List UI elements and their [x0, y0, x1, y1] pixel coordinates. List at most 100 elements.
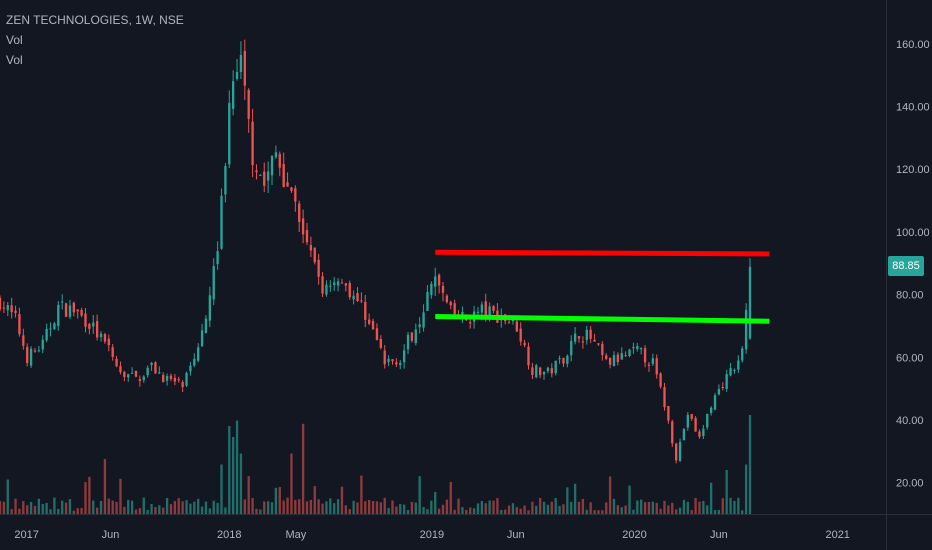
volume-label-2[interactable]: Vol [6, 53, 23, 67]
candle-body [239, 54, 243, 72]
candle-body [263, 171, 266, 186]
candle-body [173, 377, 177, 382]
candle-body [694, 417, 697, 432]
volume-bar [636, 500, 639, 514]
volume-bar [111, 500, 114, 514]
volume-bar [632, 509, 635, 514]
candle-body [37, 350, 41, 352]
candle-body [169, 375, 173, 379]
price-tick-label: 100.00 [896, 227, 930, 239]
volume-bar [224, 507, 227, 514]
volume-bar [216, 502, 219, 514]
volume-bar [336, 499, 340, 514]
volume-bar [713, 510, 717, 514]
candle-body [612, 355, 616, 367]
volume-bar [352, 500, 355, 514]
candle-body [162, 374, 165, 382]
volume-bar [651, 501, 655, 514]
candle-body [313, 247, 316, 263]
volume-bar [247, 476, 250, 514]
volume-bar [49, 509, 52, 514]
time-tick-label: 2019 [420, 529, 444, 541]
price-tick-label: 140.00 [896, 102, 930, 114]
candle-body [364, 301, 367, 320]
candle-body [480, 304, 484, 313]
candle-body [686, 414, 689, 428]
candle-body [449, 301, 452, 306]
volume-bar [37, 498, 41, 514]
volume-bar [698, 501, 701, 514]
time-tick-label: 2018 [217, 529, 241, 541]
candle-body [282, 163, 285, 187]
candle-body [224, 166, 227, 195]
volume-bar [282, 500, 285, 514]
candle-body [441, 286, 445, 293]
volume-bar [496, 498, 499, 514]
candle-body [581, 341, 585, 343]
candle-body [286, 182, 289, 187]
volume-label-1[interactable]: Vol [6, 33, 23, 47]
volume-bar [566, 487, 569, 514]
volume-bar [717, 509, 721, 514]
volume-bar [33, 505, 37, 514]
candle-body [706, 413, 709, 428]
volume-bar [356, 502, 359, 514]
candle-body [426, 291, 429, 311]
candle-body [64, 303, 68, 317]
candle-body [651, 358, 655, 364]
candle-body [274, 152, 278, 158]
candle-body [360, 300, 363, 302]
candle-body [266, 171, 270, 181]
volume-bar [721, 498, 724, 514]
candle-body [371, 320, 375, 330]
candle-body [61, 301, 64, 303]
volume-bar [589, 502, 592, 514]
volume-bar [72, 510, 75, 514]
candle-body [150, 362, 153, 366]
volume-bar [620, 507, 623, 514]
candle-body [154, 362, 157, 374]
volume-bar [414, 502, 417, 514]
volume-bar [690, 510, 693, 514]
volume-bar [305, 501, 309, 514]
volume-bar [169, 504, 173, 514]
volume-bar [616, 505, 620, 514]
candle-body [243, 51, 246, 86]
volume-bar [119, 478, 122, 514]
volume-bar [550, 501, 553, 514]
candle-body [515, 321, 518, 332]
volume-bar [29, 501, 33, 514]
volume-bar [134, 509, 138, 514]
volume-bar [725, 470, 728, 514]
volume-bar [259, 509, 262, 514]
volume-bar [472, 508, 476, 514]
volume-bar [643, 502, 647, 514]
volume-bar [92, 500, 95, 514]
candle-body [476, 311, 480, 313]
volume-bar [694, 498, 697, 514]
volume-bar [577, 501, 581, 514]
candle-body [231, 81, 235, 109]
volume-bar [663, 500, 666, 514]
candle-body [507, 322, 511, 324]
candle-body [22, 335, 25, 346]
candle-body [76, 309, 79, 312]
candle-body [298, 203, 301, 222]
candle-body [228, 102, 231, 165]
volume-bar [406, 510, 410, 514]
candle-body [344, 283, 348, 286]
volume-bar [138, 508, 142, 514]
volume-bar [469, 507, 472, 514]
volume-bar [437, 508, 441, 514]
volume-bar [99, 500, 103, 514]
symbol-title[interactable]: ZEN TECHNOLOGIES, 1W, NSE [6, 13, 184, 27]
volume-bar [581, 498, 585, 514]
candle-body [294, 188, 297, 202]
candle-body [251, 121, 254, 166]
volume-bar [422, 507, 425, 514]
candle-body [158, 372, 161, 374]
candle-body [177, 379, 180, 381]
volume-bar [88, 476, 91, 514]
